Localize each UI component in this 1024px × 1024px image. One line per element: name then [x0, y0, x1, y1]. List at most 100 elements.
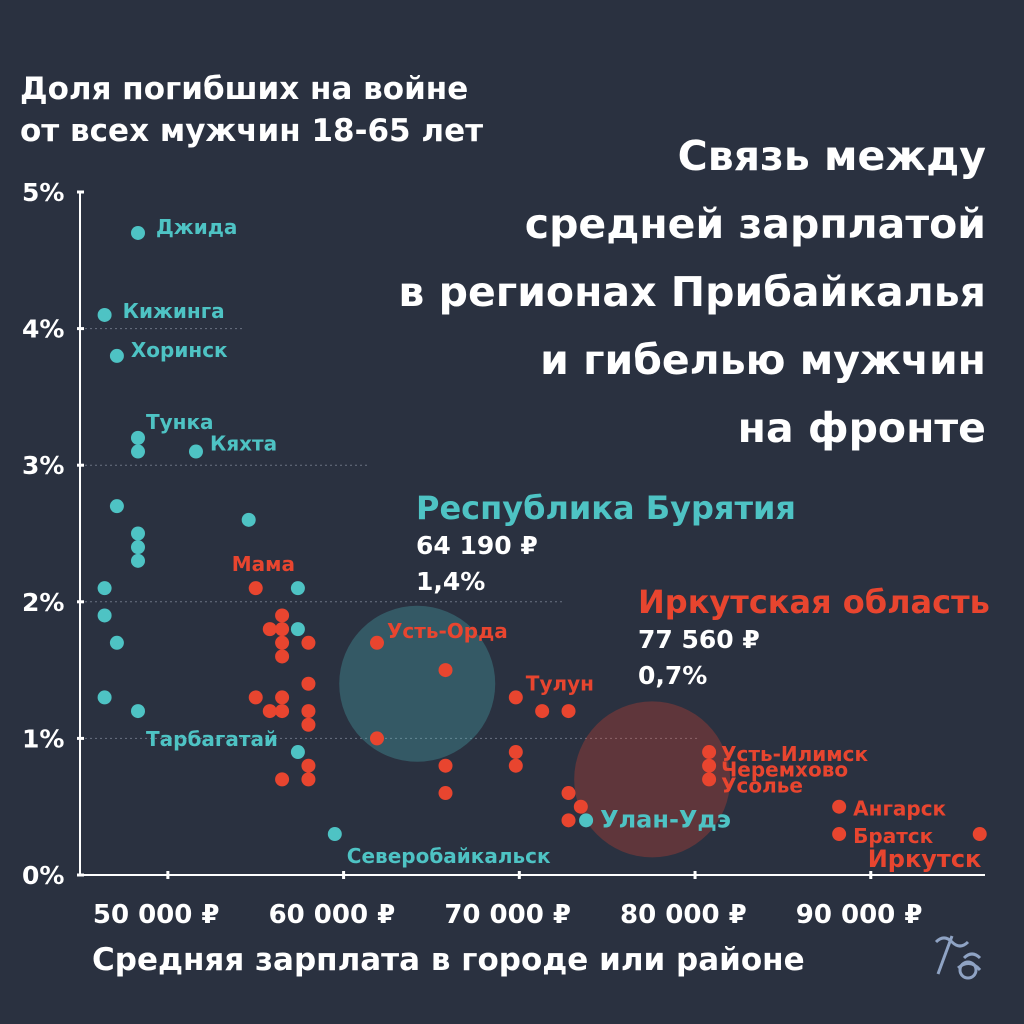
data-label: Братск	[853, 824, 934, 848]
data-point	[438, 758, 453, 773]
data-label: Ангарск	[853, 797, 946, 821]
data-point	[702, 745, 717, 760]
data-point	[301, 717, 316, 732]
data-point	[832, 799, 847, 814]
data-label: Северобайкальск	[347, 844, 551, 868]
y-axis-title-line: от всех мужчин 18-65 лет	[20, 113, 484, 149]
data-label: Усть-Илимск	[721, 742, 868, 766]
data-point	[262, 622, 277, 637]
y-tick-label: 3%	[22, 451, 64, 480]
data-label: Усолье	[721, 773, 803, 797]
data-point	[327, 827, 342, 842]
data-point	[369, 731, 384, 746]
data-point	[972, 827, 987, 842]
data-point	[438, 786, 453, 801]
average-bubble	[574, 701, 731, 858]
data-point	[508, 690, 523, 705]
data-point	[241, 512, 256, 527]
x-tick-label: 50 000 ₽	[93, 900, 220, 930]
data-point	[130, 526, 145, 541]
y-tick-label: 1%	[22, 724, 64, 753]
data-point	[508, 758, 523, 773]
data-point	[369, 635, 384, 650]
y-tick-label: 5%	[22, 178, 64, 207]
legend-irkutsk-share: 0,7%	[638, 661, 708, 690]
x-tick-label: 60 000 ₽	[269, 900, 396, 930]
data-point	[248, 690, 263, 705]
data-point	[438, 663, 453, 678]
data-point	[275, 772, 290, 787]
y-tick-label: 4%	[22, 315, 64, 344]
data-point	[301, 772, 316, 787]
y-axis-title: Доля погибших на войне от всех мужчин 18…	[20, 68, 483, 152]
headline-line: средней зарплатой	[524, 200, 986, 248]
data-label: Тулун	[526, 671, 594, 695]
data-label: Кижинга	[123, 299, 225, 323]
x-tick-label: 70 000 ₽	[444, 900, 571, 930]
data-point	[109, 348, 124, 363]
data-point	[275, 704, 290, 719]
legend-irkutsk: Иркутская область 77 560 ₽ 0,7%	[638, 582, 990, 694]
data-point	[109, 635, 124, 650]
legend-buryatia-salary: 64 190 ₽	[416, 531, 538, 560]
data-point	[130, 540, 145, 555]
data-point	[301, 635, 316, 650]
data-point	[508, 745, 523, 760]
data-point	[290, 745, 305, 760]
data-point	[301, 676, 316, 691]
data-label: Тунка	[146, 410, 214, 434]
data-point	[275, 649, 290, 664]
data-label: Хоринск	[131, 338, 228, 362]
data-label: Усть-Орда	[387, 619, 508, 643]
y-tick-label: 0%	[22, 861, 64, 890]
legend-irkutsk-salary: 77 560 ₽	[638, 625, 760, 654]
data-point	[97, 307, 112, 322]
data-point	[561, 786, 576, 801]
data-point	[275, 608, 290, 623]
data-label: Черемхово	[721, 758, 848, 782]
headline-line: и гибелью мужчин	[540, 336, 986, 384]
headline-line: на фронте	[737, 404, 986, 452]
legend-irkutsk-name: Иркутская область	[638, 583, 990, 621]
data-point	[290, 581, 305, 596]
data-point	[573, 799, 588, 814]
data-point	[97, 608, 112, 623]
data-label: Тарбагатай	[146, 727, 278, 751]
data-label: Кяхта	[210, 432, 277, 456]
y-axis-title-line: Доля погибших на войне	[20, 71, 469, 107]
headline-line: в регионах Прибайкалья	[398, 268, 986, 316]
publisher-logo-icon	[934, 935, 982, 980]
legend-buryatia: Республика Бурятия 64 190 ₽ 1,4%	[416, 488, 796, 600]
data-point	[130, 553, 145, 568]
data-label: Джида	[156, 215, 237, 239]
data-point	[702, 772, 717, 787]
data-point	[130, 444, 145, 459]
data-point	[301, 758, 316, 773]
data-point	[130, 704, 145, 719]
data-point	[109, 499, 124, 514]
data-label: Иркутск	[868, 845, 982, 873]
data-label: Мама	[232, 552, 295, 576]
data-point	[535, 704, 550, 719]
data-point	[561, 704, 576, 719]
data-point	[130, 430, 145, 445]
data-point	[262, 704, 277, 719]
data-point	[97, 581, 112, 596]
x-axis-title: Средняя зарплата в городе или районе	[92, 942, 805, 978]
data-point	[130, 225, 145, 240]
legend-buryatia-share: 1,4%	[416, 567, 486, 596]
data-point	[579, 813, 594, 828]
data-point	[188, 444, 203, 459]
data-point	[832, 827, 847, 842]
y-tick-label: 2%	[22, 588, 64, 617]
x-tick-label: 90 000 ₽	[796, 900, 923, 930]
headline-line: Связь между	[677, 132, 986, 180]
data-point	[275, 622, 290, 637]
data-point	[275, 635, 290, 650]
data-point	[275, 690, 290, 705]
headline: Связь между средней зарплатой в регионах…	[398, 122, 986, 462]
data-point	[248, 581, 263, 596]
data-point	[290, 622, 305, 637]
x-tick-label: 80 000 ₽	[620, 900, 747, 930]
